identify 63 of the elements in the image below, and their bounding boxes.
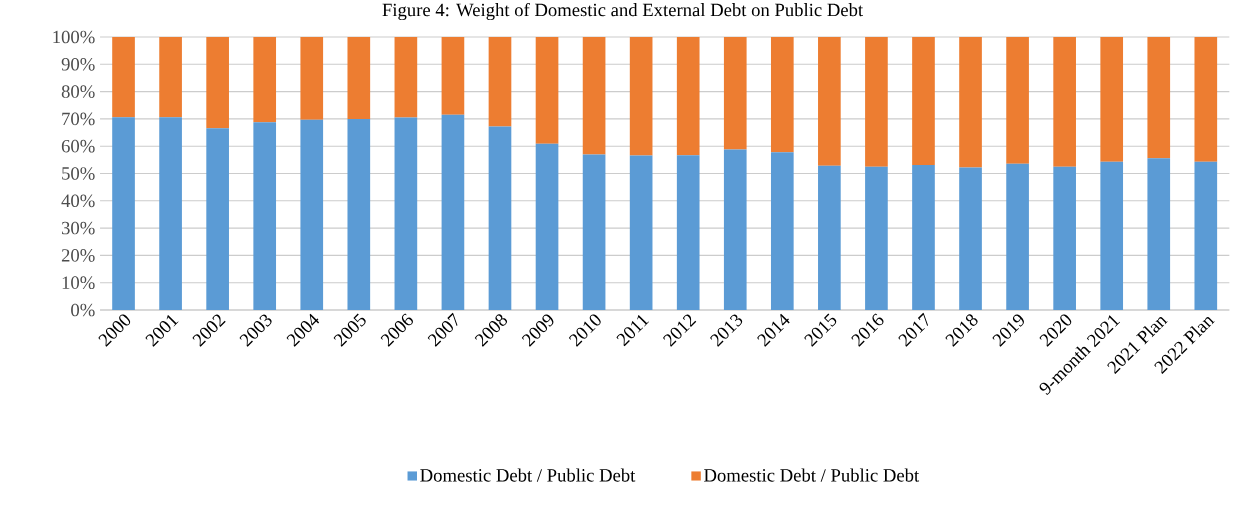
y-tick-label: 80% (61, 85, 95, 98)
y-tick-label: 50% (62, 167, 95, 180)
bar (582, 37, 606, 155)
bar (300, 119, 324, 310)
bar (1100, 161, 1124, 310)
bar (1194, 37, 1218, 162)
bar (488, 126, 512, 310)
bar (818, 165, 841, 310)
bar (441, 37, 465, 115)
bar (912, 37, 935, 166)
bar (723, 37, 747, 150)
chart-title: Figure 4: Weight of Domestic and External Debt on Public Debt (382, 2, 864, 21)
bar (159, 117, 182, 310)
bar (629, 37, 653, 156)
bar (1100, 37, 1124, 162)
x-tick-label: 2011 (616, 314, 650, 347)
bar (865, 37, 888, 167)
bar (723, 149, 747, 310)
bar (488, 37, 512, 127)
bar (676, 155, 700, 310)
bar (347, 37, 371, 119)
bar (582, 154, 606, 310)
bar (394, 117, 418, 310)
y-tick-label: 30% (61, 221, 95, 235)
bar (1053, 166, 1076, 310)
bar (1006, 163, 1029, 310)
bar (347, 118, 371, 310)
bar (1053, 37, 1076, 167)
bar (1147, 37, 1171, 159)
y-tick-label: 20% (61, 249, 95, 262)
legend-label: Domestic Debt / Public Debt (420, 468, 636, 482)
bar (394, 37, 418, 118)
bar (629, 155, 653, 310)
y-tick-label: 70% (62, 112, 95, 126)
bar (112, 37, 135, 118)
bar (1147, 158, 1171, 310)
bar (959, 37, 982, 168)
bar (159, 37, 182, 118)
bar (865, 166, 888, 310)
y-tick-label: 10% (62, 276, 95, 290)
bar (206, 128, 229, 310)
y-tick-label: 0% (71, 303, 95, 317)
y-tick-label: 60% (61, 139, 95, 153)
bar (818, 37, 841, 166)
bar (253, 122, 277, 310)
bar (535, 37, 559, 144)
bar (112, 117, 135, 310)
bar (441, 114, 465, 310)
bar (206, 37, 229, 129)
bar (959, 167, 982, 310)
bar (912, 165, 935, 310)
legend-label: Domestic Debt / Public Debt (704, 468, 920, 482)
y-tick-label: 40% (61, 194, 95, 208)
bar (770, 37, 794, 153)
y-tick-label: 90% (61, 57, 95, 71)
y-tick-label: 100% (53, 30, 95, 44)
bar (535, 143, 559, 310)
bar (1194, 161, 1218, 310)
bar (253, 37, 277, 123)
bar (770, 152, 794, 310)
bar (300, 37, 324, 120)
bar (676, 37, 700, 156)
bar (1006, 37, 1029, 164)
